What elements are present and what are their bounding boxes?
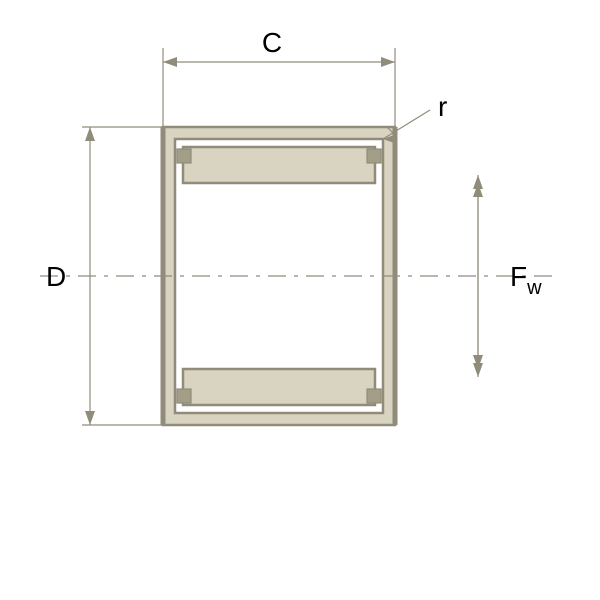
label-c: C [262, 27, 282, 58]
label-r: r [438, 91, 447, 122]
bearing-cross-section-diagram: C Dr Fw [0, 0, 600, 600]
label-d: D [46, 261, 66, 292]
label-fw: Fw [510, 261, 542, 299]
